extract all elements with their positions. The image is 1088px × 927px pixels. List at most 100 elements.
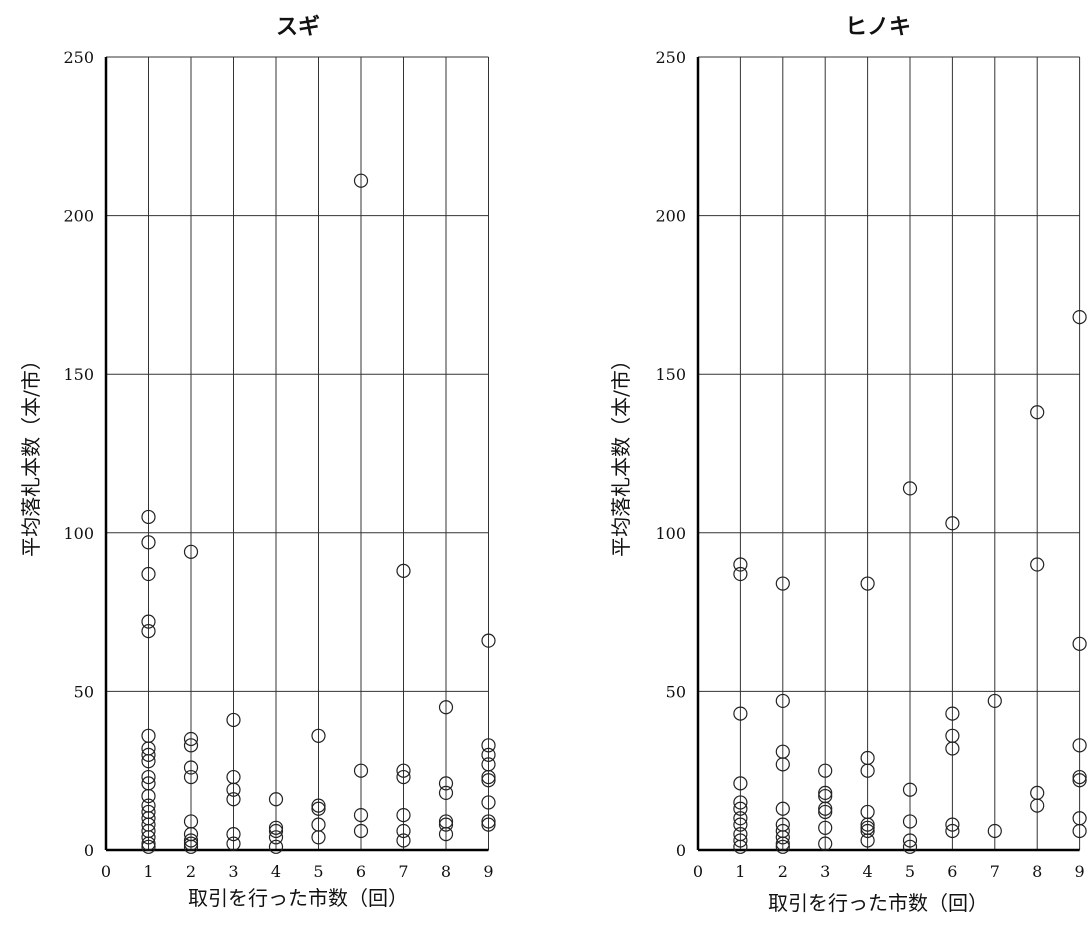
data-point (396, 808, 411, 823)
y-tick-label: 200 (655, 207, 686, 226)
y-tick-label: 0 (676, 841, 686, 860)
x-tick-label: 4 (863, 862, 873, 881)
data-point (733, 839, 748, 854)
data-point (1030, 798, 1045, 813)
data-point (141, 509, 156, 525)
data-point (775, 836, 790, 851)
x-axis-label: 取引を行った市数（回） (768, 891, 988, 915)
data-point (945, 706, 960, 721)
data-point (183, 836, 199, 851)
data-point (860, 576, 875, 591)
data-point (902, 481, 918, 496)
data-point (1072, 310, 1087, 325)
data-point (268, 839, 284, 854)
data-point (183, 769, 199, 785)
data-point (987, 693, 1002, 709)
data-point (438, 827, 454, 842)
x-tick-label: 3 (820, 862, 830, 881)
x-tick-label: 6 (947, 862, 957, 881)
data-point (396, 763, 411, 778)
data-point (775, 830, 790, 845)
data-point (311, 728, 326, 743)
data-point (268, 823, 284, 839)
data-point (438, 817, 454, 832)
chart-panel-2: ヒノキ 0 50 100 150 200 250 0 1 2 3 4 5 6 7 8 9 取引を行った市数（回） 平… (609, 14, 1087, 915)
data-point (902, 782, 918, 797)
data-point (226, 836, 241, 851)
data-point (481, 769, 496, 785)
data-point (775, 757, 790, 772)
data-point (311, 801, 326, 816)
y-tick-label: 100 (63, 524, 94, 543)
x-tick-label: 1 (143, 862, 153, 881)
y-tick-label: 150 (63, 365, 94, 384)
data-point (311, 830, 326, 845)
y-tick-label: 50 (74, 682, 94, 701)
data-point (226, 827, 241, 842)
data-point (141, 769, 156, 785)
data-point (268, 830, 284, 845)
data-point (481, 817, 496, 832)
data-point (733, 811, 748, 826)
chart-panel-1: スギ 0 50 100 150 200 250 0 1 2 3 4 5 6 7 8 9 取引を行った市数（回） 平均… (19, 14, 496, 910)
data-point (818, 801, 833, 816)
data-point (818, 804, 833, 820)
data-point (733, 557, 748, 572)
data-point (141, 614, 156, 629)
data-point (860, 763, 875, 778)
y-tick-label: 200 (63, 207, 94, 226)
data-point (818, 785, 833, 801)
data-point (860, 833, 875, 848)
y-tick-label: 150 (655, 365, 686, 384)
data-point (775, 693, 790, 709)
x-tick-label: 0 (693, 862, 703, 881)
data-point (1072, 823, 1087, 839)
data-point (1030, 557, 1045, 572)
data-point (353, 763, 369, 778)
y-tick-label: 100 (655, 524, 686, 543)
data-point (1072, 769, 1087, 785)
data-point (775, 801, 790, 816)
data-point (311, 798, 326, 813)
data-point (141, 836, 156, 851)
data-point (481, 814, 496, 829)
data-point (438, 776, 454, 791)
data-point (141, 788, 156, 804)
data-point (1030, 405, 1045, 420)
y-tick-label: 0 (84, 841, 94, 860)
data-point (353, 808, 369, 823)
x-tick-label: 0 (101, 862, 111, 881)
x-tick-label: 1 (735, 862, 745, 881)
x-tick-label: 3 (228, 862, 238, 881)
data-point (141, 830, 156, 845)
data-point (226, 782, 241, 797)
data-point (226, 712, 241, 728)
data-point (733, 566, 748, 582)
data-point (353, 823, 369, 839)
data-point (775, 839, 790, 854)
data-point (481, 773, 496, 788)
x-tick-label: 5 (313, 862, 323, 881)
data-point (733, 706, 748, 721)
data-point (733, 833, 748, 848)
data-point (481, 795, 496, 810)
x-tick-label: 4 (271, 862, 281, 881)
x-tick-label: 8 (1032, 862, 1042, 881)
data-point (183, 738, 199, 753)
x-axis-label: 取引を行った市数（回） (188, 886, 408, 910)
data-point (945, 817, 960, 832)
data-point (226, 792, 241, 807)
x-tick-label: 7 (398, 862, 408, 881)
data-point (1072, 738, 1087, 753)
data-point (183, 731, 199, 747)
data-point (733, 776, 748, 791)
data-point (902, 814, 918, 829)
data-point (268, 820, 284, 835)
data-point (733, 801, 748, 816)
x-tick-label: 6 (356, 862, 366, 881)
data-point (902, 839, 918, 854)
data-point (818, 763, 833, 778)
data-point (141, 754, 156, 769)
data-point (945, 823, 960, 839)
